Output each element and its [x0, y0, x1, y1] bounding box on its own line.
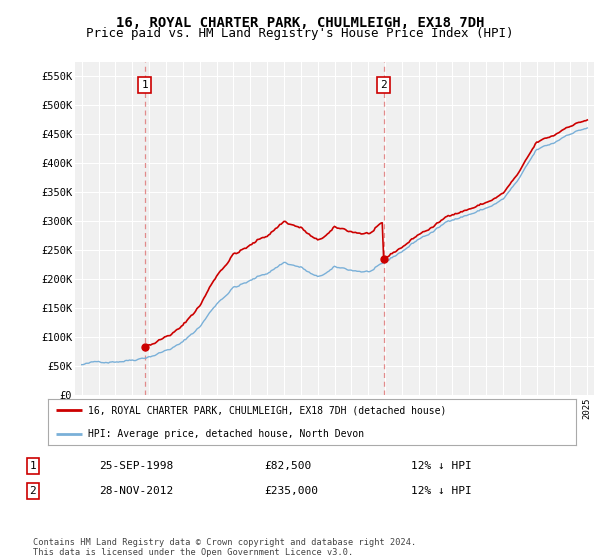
Text: £235,000: £235,000: [264, 486, 318, 496]
Text: Contains HM Land Registry data © Crown copyright and database right 2024.
This d: Contains HM Land Registry data © Crown c…: [33, 538, 416, 557]
Text: 25-SEP-1998: 25-SEP-1998: [99, 461, 173, 471]
Text: £82,500: £82,500: [264, 461, 311, 471]
Text: 28-NOV-2012: 28-NOV-2012: [99, 486, 173, 496]
Text: 2: 2: [380, 80, 387, 90]
Text: 12% ↓ HPI: 12% ↓ HPI: [411, 461, 472, 471]
Text: 12% ↓ HPI: 12% ↓ HPI: [411, 486, 472, 496]
Text: 16, ROYAL CHARTER PARK, CHULMLEIGH, EX18 7DH (detached house): 16, ROYAL CHARTER PARK, CHULMLEIGH, EX18…: [88, 405, 446, 416]
Text: 1: 1: [29, 461, 37, 471]
Text: Price paid vs. HM Land Registry's House Price Index (HPI): Price paid vs. HM Land Registry's House …: [86, 27, 514, 40]
Text: HPI: Average price, detached house, North Devon: HPI: Average price, detached house, Nort…: [88, 429, 364, 439]
Text: 16, ROYAL CHARTER PARK, CHULMLEIGH, EX18 7DH: 16, ROYAL CHARTER PARK, CHULMLEIGH, EX18…: [116, 16, 484, 30]
Text: 2: 2: [29, 486, 37, 496]
Text: 1: 1: [141, 80, 148, 90]
